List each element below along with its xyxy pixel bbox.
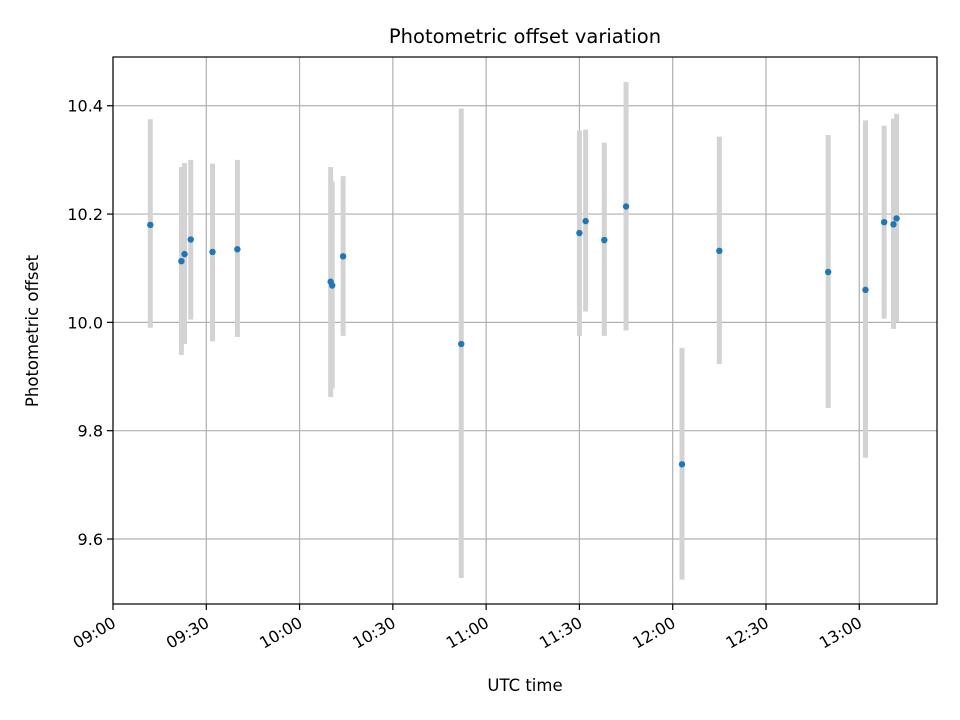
data-point [329, 282, 336, 289]
data-point [862, 286, 869, 294]
y-axis: 9.6 9.8 10.0 10.2 10.4 [67, 97, 113, 549]
data-point [576, 229, 583, 237]
data-point [890, 221, 897, 228]
data-point [234, 246, 241, 253]
data-point [181, 250, 188, 258]
y-tick-label: 9.6 [78, 530, 103, 549]
data-point [880, 218, 888, 226]
data-point [678, 461, 686, 468]
data-point [178, 257, 185, 265]
y-tick-label: 10.2 [67, 205, 103, 224]
data-points [147, 203, 900, 468]
data-point [824, 268, 832, 276]
data-point [187, 236, 194, 243]
x-axis-title: UTC time [487, 676, 562, 695]
data-point [601, 236, 608, 244]
chart-title: Photometric offset variation [389, 25, 661, 48]
data-point [458, 340, 465, 348]
plot-frame [112, 56, 938, 605]
y-axis-title: Photometric offset [23, 254, 42, 407]
y-tick-label: 9.8 [78, 422, 103, 441]
data-point [147, 221, 154, 229]
data-point [622, 203, 630, 210]
y-tick-label: 10.4 [67, 97, 103, 116]
data-point [209, 248, 216, 256]
y-tick-label: 10.0 [67, 313, 103, 332]
data-point [893, 215, 900, 222]
data-point [582, 217, 589, 225]
data-point [716, 247, 723, 255]
data-point [339, 253, 347, 260]
